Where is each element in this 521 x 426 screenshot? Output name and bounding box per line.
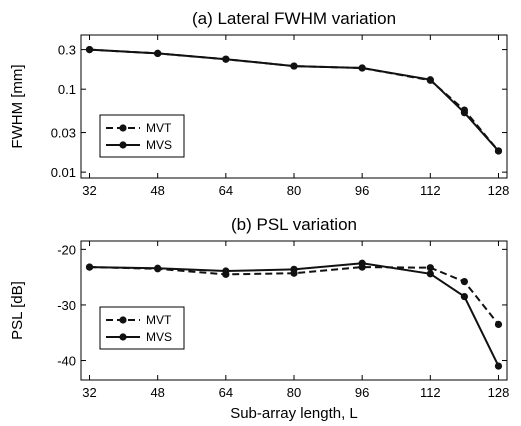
data-point-mvt [426,264,434,272]
y-tick-label: -20 [57,242,76,257]
data-point-mvs [222,55,230,63]
legend-label-mvs: MVS [146,138,172,152]
legend: MVT MVS [99,114,185,158]
data-point-mvs [358,64,366,72]
chart-title: (a) Lateral FWHM variation [192,9,396,28]
x-tick-label: 48 [150,183,164,198]
legend-marker-mvt [119,316,127,324]
y-tick-label: -30 [57,298,76,313]
x-tick-label: 64 [219,183,233,198]
legend-marker-mvs [119,141,127,149]
data-point-mvt [460,277,468,286]
x-tick-label: 80 [287,385,301,400]
legend-label-mvt: MVT [146,121,172,135]
ticks: 32 48 64 80 96 112 128 -40 -30 -20 [57,241,509,400]
fwhm-chart: (a) Lateral FWHM variation FWHM [mm] 32 4… [9,9,509,198]
data-point-mvs [290,62,298,70]
legend-box [99,114,185,158]
series-line-mvt [89,266,500,326]
data-point-mvs [222,267,230,275]
series-line-mvs [89,48,500,152]
x-tick-label: 64 [219,385,233,400]
plot-frame [80,34,508,179]
data-point-mvs [494,147,503,155]
data-point-mvs [290,265,298,273]
series-lines [89,262,500,367]
legend-marker-mvs [119,333,127,341]
x-tick-label: 32 [82,183,96,198]
chart-title: (b) PSL variation [231,215,357,234]
legend-marker-mvt [119,124,127,132]
data-point-mvs [460,109,468,117]
legend-label-mvt: MVT [146,313,172,327]
data-point-mvs [494,362,503,370]
legend-box [99,306,185,350]
legend: MVT MVS [99,306,185,350]
x-axis-label: Sub-array length, L [230,405,358,422]
ticks: 32 48 64 80 96 112 128 0.01 0.03 0.1 0.3 [51,35,510,198]
y-tick-label: 0.01 [51,165,76,180]
data-point-mvs [85,46,94,54]
data-point-mvs [154,264,162,272]
x-tick-label: 80 [287,183,301,198]
x-tick-label: 112 [420,183,441,198]
y-axis-label: FWHM [mm] [9,64,26,148]
y-axis-label: PSL [dB] [9,281,26,340]
data-point-mvs [426,76,434,84]
x-tick-label: 32 [82,385,96,400]
data-point-mvt [494,320,503,328]
series-markers [85,259,503,370]
x-tick-label: 128 [488,183,510,198]
x-tick-label: 96 [355,183,369,198]
y-tick-label: 0.1 [58,82,76,97]
data-point-mvs [460,293,468,301]
y-tick-label: 0.03 [51,126,76,141]
y-tick-label: -40 [57,354,76,369]
series-line-mvs [89,262,500,367]
data-point-mvs [85,263,94,271]
data-point-mvs [426,270,434,278]
x-tick-label: 48 [150,385,164,400]
data-point-mvs [358,259,366,267]
x-tick-label: 112 [420,385,441,400]
legend-label-mvs: MVS [146,330,172,344]
plot-frame [80,240,508,381]
data-point-mvs [154,49,162,58]
x-tick-label: 128 [488,385,510,400]
series-markers [85,46,503,155]
psl-chart: (b) PSL variation PSL [dB] Sub-array len… [9,215,509,422]
x-tick-label: 96 [355,385,369,400]
y-tick-label: 0.3 [58,43,76,58]
series-lines [89,48,500,152]
